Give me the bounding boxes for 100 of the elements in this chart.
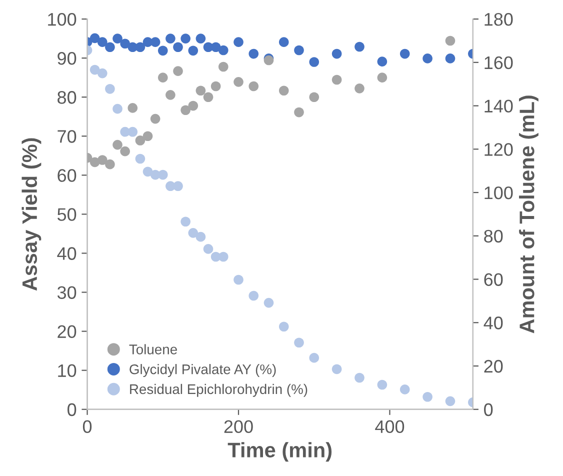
point <box>150 114 160 124</box>
y-tick-label: 20 <box>58 325 76 338</box>
point <box>135 154 146 164</box>
point <box>105 159 115 170</box>
point <box>400 384 410 394</box>
point <box>332 74 342 85</box>
point <box>166 34 176 44</box>
point <box>150 37 160 47</box>
point <box>218 62 228 72</box>
y-tick-label: 30 <box>57 286 76 299</box>
point <box>234 274 244 285</box>
point <box>120 38 130 49</box>
point <box>196 34 206 44</box>
point <box>112 104 122 114</box>
point <box>218 252 228 262</box>
y-tick-label: 10 <box>58 364 76 378</box>
point <box>188 46 198 56</box>
y2-tick-label: 60 <box>484 273 503 286</box>
y2-tick-label: 0 <box>484 403 493 416</box>
point <box>234 77 244 87</box>
y-tick-label: 90 <box>58 52 76 65</box>
point <box>248 290 259 301</box>
point <box>158 46 168 56</box>
point <box>90 33 100 44</box>
point <box>97 155 108 165</box>
y2-tick-label: 100 <box>484 186 513 200</box>
point <box>309 92 320 102</box>
point <box>142 131 153 142</box>
point <box>309 57 320 67</box>
y-axis-title: Assay Yield (%) <box>22 138 42 291</box>
legend-label: Glycidyl Pivalate AY (%) <box>130 364 276 377</box>
point <box>112 34 122 44</box>
point <box>158 170 168 180</box>
point <box>294 107 304 118</box>
y2-tick-label: 80 <box>484 230 503 243</box>
point <box>128 103 138 113</box>
y-tick-label: 50 <box>57 208 76 221</box>
point <box>210 81 221 92</box>
point <box>97 68 108 78</box>
point <box>354 372 364 383</box>
legend-label: Residual Epichlorohydrin (%) <box>130 384 308 397</box>
legend-label: Toluene <box>129 344 177 354</box>
point <box>332 48 342 59</box>
point <box>377 380 388 390</box>
y-tick-label: 40 <box>57 247 76 260</box>
point <box>264 298 274 308</box>
point <box>97 37 108 47</box>
point <box>309 352 320 363</box>
point <box>173 42 183 52</box>
y-tick-label: 70 <box>58 130 76 143</box>
point <box>445 396 456 406</box>
point <box>135 136 146 146</box>
point <box>400 48 410 59</box>
point <box>203 244 214 254</box>
point <box>445 36 456 46</box>
point <box>180 105 190 116</box>
point <box>234 37 244 47</box>
y-tick-label: 60 <box>58 169 76 182</box>
point <box>278 86 289 96</box>
y2-axis-title: Amount of Toluene (mL) <box>519 96 538 334</box>
y2-tick-label: 20 <box>484 360 503 373</box>
point <box>354 84 364 94</box>
point <box>278 37 289 47</box>
y2-tick-label: 120 <box>484 143 513 156</box>
point <box>445 54 456 64</box>
point <box>196 232 206 242</box>
x-tick-label: 400 <box>375 420 404 434</box>
point <box>166 90 176 100</box>
point <box>377 56 388 66</box>
point <box>105 84 115 94</box>
point <box>248 48 259 59</box>
point <box>158 72 168 82</box>
point <box>332 364 342 374</box>
point <box>422 54 432 64</box>
point <box>120 146 130 156</box>
y-tick-label: 100 <box>48 12 76 26</box>
point <box>354 42 364 52</box>
point <box>105 42 115 52</box>
x-tick-label: 200 <box>224 420 253 434</box>
point <box>203 92 214 102</box>
point <box>90 64 100 75</box>
point <box>210 42 221 52</box>
point <box>188 228 198 238</box>
y2-tick-label: 40 <box>484 316 503 330</box>
point <box>196 86 206 96</box>
point <box>173 181 183 192</box>
x-axis-title: Time (min) <box>228 442 332 462</box>
point <box>188 100 198 111</box>
y2-tick-label: 180 <box>484 12 513 26</box>
point <box>135 42 146 52</box>
point <box>218 45 228 56</box>
x-tick-label: 0 <box>82 420 92 434</box>
point <box>422 392 432 402</box>
point <box>142 166 153 177</box>
y2-tick-label: 160 <box>484 56 513 70</box>
y-tick-label: 80 <box>58 91 76 104</box>
point <box>173 66 183 76</box>
point <box>294 338 304 348</box>
y2-tick-label: 140 <box>484 100 513 112</box>
y-tick-label: 0 <box>68 403 76 416</box>
